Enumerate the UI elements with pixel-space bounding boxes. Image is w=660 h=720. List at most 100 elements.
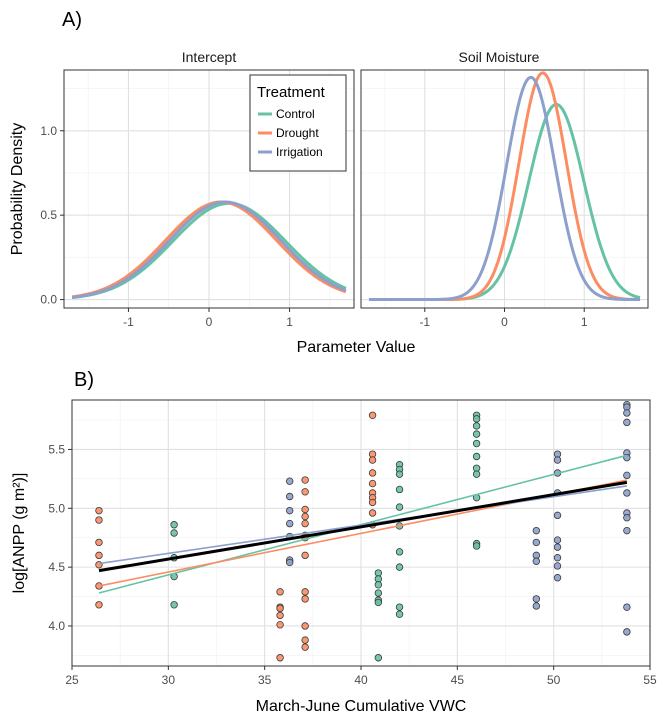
x-tick-label-soil-moisture: -1 xyxy=(419,315,430,329)
point-drought xyxy=(301,622,309,630)
panel-b-ticks: 25 30 35 40 45 50 55 4.0 4.5 5.0 5.5 xyxy=(48,442,657,687)
x-tick-label-intercept: 0 xyxy=(206,315,213,329)
legend-label-drought: Drought xyxy=(276,126,319,140)
point-control xyxy=(472,422,481,430)
point-control xyxy=(374,598,383,607)
point-irrigation xyxy=(532,526,541,535)
point-control xyxy=(374,589,383,597)
x-tick-label-intercept: -1 xyxy=(123,315,134,329)
point-irrigation xyxy=(623,526,631,535)
x-tick-label-intercept: 1 xyxy=(286,315,293,329)
legend-label-irrigation: Irrigation xyxy=(276,145,323,159)
point-irrigation xyxy=(623,489,631,497)
panel-a-x-axis-label: Parameter Value xyxy=(297,339,416,356)
point-drought xyxy=(368,498,377,507)
point-control xyxy=(395,563,404,571)
legend-items: Control Drought Irrigation xyxy=(258,107,323,159)
legend: Treatment Control Drought Irrigation xyxy=(249,74,347,172)
point-control xyxy=(472,470,481,478)
point-drought xyxy=(95,538,103,547)
point-drought xyxy=(301,595,309,603)
point-control xyxy=(170,601,178,609)
legend-label-control: Control xyxy=(276,107,315,121)
fit-line-overall xyxy=(98,480,628,573)
point-irrigation xyxy=(286,492,294,501)
point-drought xyxy=(301,636,309,644)
x-tick-label: 45 xyxy=(451,673,465,687)
y-tick-label: 0.5 xyxy=(40,208,57,222)
point-irrigation xyxy=(623,603,631,611)
point-control xyxy=(395,470,404,478)
point-drought xyxy=(368,411,377,419)
point-irrigation xyxy=(623,409,631,417)
y-tick-label: 0.0 xyxy=(40,293,57,307)
panel-b-y-axis-label: log[ANPP (g m²)] xyxy=(11,473,28,594)
point-drought xyxy=(95,516,103,524)
point-irrigation xyxy=(553,511,562,520)
panel-a-ticks: -1 0 1 -1 0 1 0.0 0.5 1.0 xyxy=(40,124,588,329)
point-irrigation xyxy=(532,595,541,603)
point-irrigation xyxy=(553,574,562,582)
point-irrigation xyxy=(532,538,541,547)
point-drought xyxy=(301,519,309,528)
point-irrigation xyxy=(553,543,562,551)
point-drought xyxy=(95,551,103,560)
point-drought xyxy=(368,456,377,464)
density-curve-drought-intercept xyxy=(71,200,347,299)
point-control xyxy=(170,521,178,529)
point-control xyxy=(170,529,178,537)
point-drought xyxy=(276,588,284,596)
density-curve-irrigation-intercept xyxy=(71,200,347,299)
point-irrigation xyxy=(286,558,294,567)
legend-title: Treatment xyxy=(257,84,326,101)
point-irrigation xyxy=(553,554,562,562)
x-tick-label-soil-moisture: 1 xyxy=(581,315,588,329)
point-control xyxy=(395,485,404,494)
point-control xyxy=(395,603,404,611)
point-drought xyxy=(301,476,309,484)
density-curves-intercept xyxy=(71,200,347,300)
point-drought xyxy=(368,469,377,477)
point-control xyxy=(472,452,481,461)
point-drought xyxy=(95,601,103,609)
panel-a-label: A) xyxy=(62,9,82,31)
panel-b-x-axis-label: March-June Cumulative VWC xyxy=(256,698,467,715)
point-drought xyxy=(301,643,309,651)
point-control xyxy=(472,542,481,550)
y-tick-label: 5.0 xyxy=(48,501,65,515)
point-drought xyxy=(276,621,284,629)
facet-title-soil-moisture: Soil Moisture xyxy=(459,49,540,65)
point-irrigation xyxy=(623,418,631,427)
fit-lines xyxy=(98,454,628,594)
point-irrigation xyxy=(286,506,294,515)
x-tick-label: 40 xyxy=(354,673,368,687)
x-tick-label: 30 xyxy=(162,673,176,687)
point-drought xyxy=(276,611,284,620)
point-irrigation xyxy=(623,471,631,480)
point-drought xyxy=(301,588,309,596)
point-irrigation xyxy=(623,514,631,522)
x-tick-label: 35 xyxy=(258,673,272,687)
point-irrigation xyxy=(553,456,562,464)
density-curve-irrigation-soil-moisture xyxy=(368,75,641,302)
panel-b-label: B) xyxy=(74,369,94,391)
point-control xyxy=(395,548,404,556)
point-irrigation xyxy=(286,519,294,528)
x-tick-label: 50 xyxy=(547,673,561,687)
point-control xyxy=(395,503,404,511)
y-tick-label: 4.5 xyxy=(48,560,65,574)
point-drought xyxy=(368,509,377,517)
point-drought xyxy=(301,488,309,496)
point-drought xyxy=(276,604,284,613)
point-control xyxy=(374,654,383,662)
point-drought xyxy=(301,512,309,521)
y-tick-label: 4.0 xyxy=(48,619,65,633)
point-drought xyxy=(276,654,284,662)
panel-a-y-axis-label: Probability Density xyxy=(9,123,26,256)
point-irrigation xyxy=(553,536,562,544)
y-tick-label: 5.5 xyxy=(48,442,65,456)
scatter-points xyxy=(95,401,631,662)
point-irrigation xyxy=(286,477,294,485)
fit-line-irrigation xyxy=(98,485,627,565)
